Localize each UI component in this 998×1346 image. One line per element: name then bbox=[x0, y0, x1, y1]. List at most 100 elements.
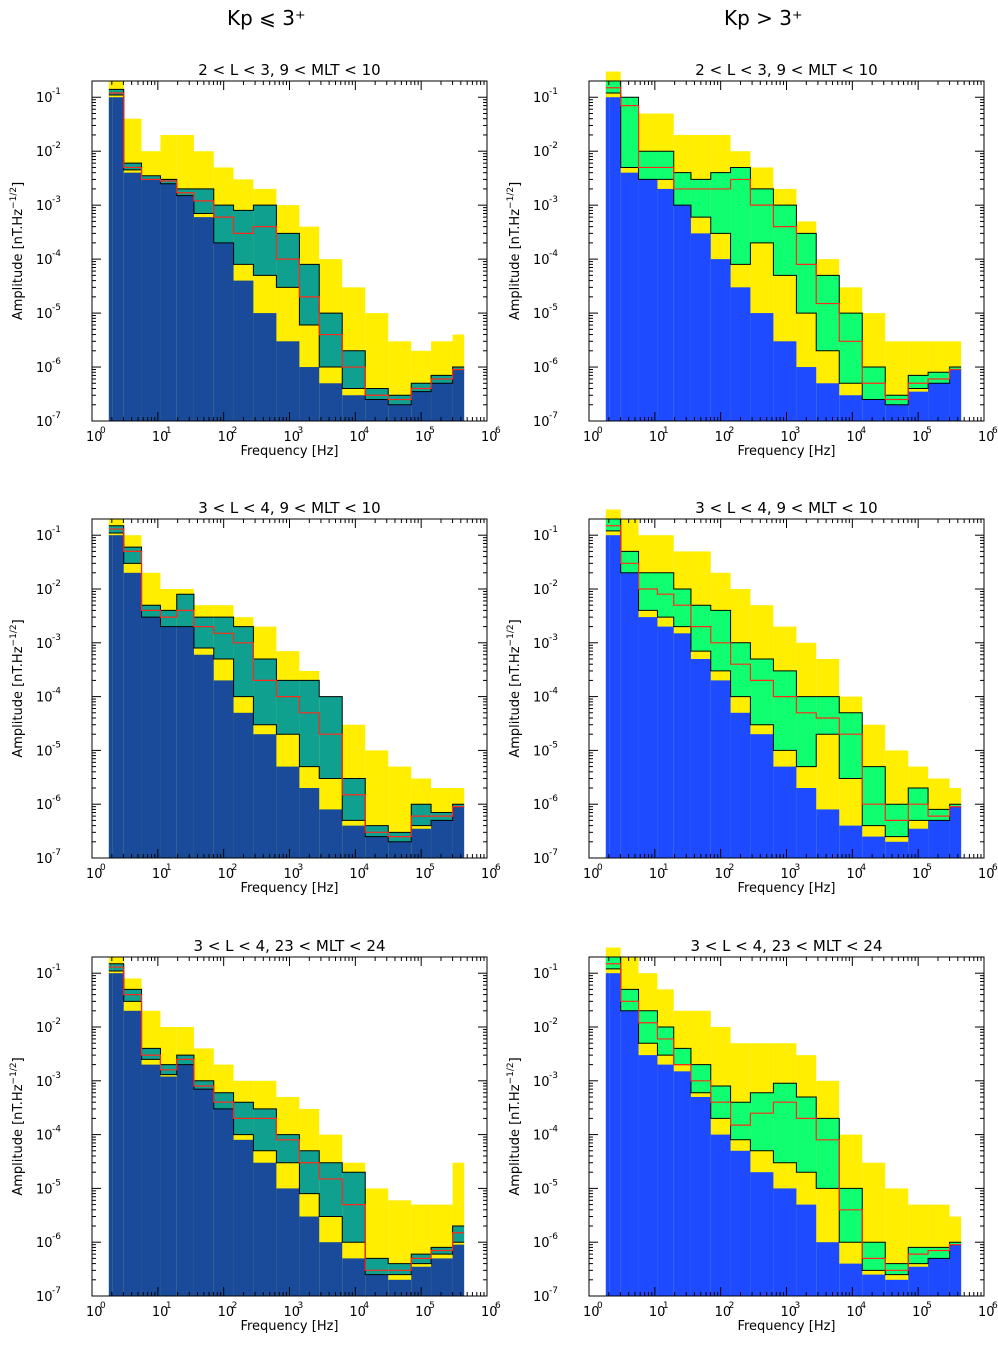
percentile-band-bar bbox=[365, 388, 389, 400]
noise-floor-bar bbox=[816, 1242, 840, 1296]
noise-floor-bar bbox=[657, 1064, 674, 1296]
noise-floor-bar bbox=[673, 633, 691, 858]
noise-floor-bar bbox=[928, 820, 950, 858]
y-tick-exponent: -1 bbox=[549, 963, 558, 973]
y-tick-label: 10 bbox=[36, 798, 53, 813]
y-tick-label: 10 bbox=[533, 307, 550, 322]
noise-floor-bar bbox=[123, 1010, 142, 1296]
x-axis-label: Frequency [Hz] bbox=[240, 444, 338, 459]
noise-floor-bar bbox=[730, 712, 751, 858]
percentile-band-bar bbox=[928, 372, 950, 384]
noise-floor-bar bbox=[773, 1188, 797, 1296]
x-tick-label: 10 bbox=[649, 867, 666, 882]
x-tick-exponent: 4 bbox=[363, 1301, 369, 1311]
noise-floor-bar bbox=[276, 341, 300, 421]
x-tick-exponent: 4 bbox=[860, 1301, 866, 1311]
noise-floor-bar bbox=[108, 97, 113, 421]
percentile-band-bar bbox=[253, 205, 277, 276]
x-tick-exponent: 6 bbox=[992, 1301, 998, 1311]
noise-floor-bar bbox=[431, 820, 453, 858]
noise-floor-bar bbox=[160, 626, 177, 858]
noise-floor-bar bbox=[276, 1188, 300, 1296]
percentile-band-bar bbox=[620, 551, 639, 573]
x-tick-label: 10 bbox=[152, 867, 169, 882]
noise-floor-bar bbox=[673, 205, 691, 421]
x-tick-exponent: 6 bbox=[495, 863, 501, 873]
median-line bbox=[108, 92, 465, 401]
p10-line bbox=[605, 530, 962, 838]
noise-floor-bar bbox=[885, 841, 909, 858]
noise-floor-bar bbox=[342, 1258, 366, 1296]
noise-floor-bar bbox=[112, 535, 124, 858]
y-tick-label: 10 bbox=[36, 1129, 53, 1144]
y-tick-label: 10 bbox=[36, 583, 53, 598]
x-tick-label: 10 bbox=[218, 430, 235, 445]
y-tick-exponent: -2 bbox=[549, 579, 558, 589]
noise-floor-bar bbox=[839, 1263, 863, 1296]
x-tick-label: 10 bbox=[415, 867, 432, 882]
p10-line bbox=[108, 970, 465, 1276]
percentile-band-bar bbox=[411, 804, 432, 826]
x-tick-exponent: 0 bbox=[100, 426, 106, 436]
p10-line bbox=[605, 92, 962, 406]
x-tick-label: 10 bbox=[912, 1305, 929, 1320]
y-tick-exponent: -1 bbox=[52, 87, 61, 97]
y-tick-label: 10 bbox=[533, 1182, 550, 1197]
p10-line bbox=[108, 532, 465, 843]
y-tick-label: 10 bbox=[533, 1021, 550, 1036]
column-header-left: Kp ⩽ 3⁺ bbox=[227, 6, 306, 30]
x-tick-exponent: 3 bbox=[795, 1301, 801, 1311]
percentile-band-bar bbox=[620, 989, 639, 1011]
y-tick-label: 10 bbox=[36, 307, 53, 322]
noise-floor-bar bbox=[365, 836, 389, 858]
x-tick-label: 10 bbox=[218, 867, 235, 882]
x-tick-label: 10 bbox=[978, 430, 995, 445]
y-tick-label: 10 bbox=[36, 253, 53, 268]
x-tick-label: 10 bbox=[846, 867, 863, 882]
noise-floor-bar bbox=[816, 383, 840, 421]
noise-floor-bar bbox=[949, 806, 962, 858]
y-tick-label: 10 bbox=[533, 691, 550, 706]
noise-floor-bar bbox=[730, 287, 751, 421]
noise-floor-bar bbox=[108, 973, 113, 1296]
percentile-band-bar bbox=[730, 642, 751, 697]
x-tick-label: 10 bbox=[86, 1305, 103, 1320]
percentile-band-bar bbox=[657, 151, 674, 180]
y-tick-exponent: -3 bbox=[549, 633, 558, 643]
noise-floor-bar bbox=[319, 1242, 343, 1296]
noise-floor-bar bbox=[710, 1134, 731, 1296]
y-tick-exponent: -6 bbox=[549, 357, 558, 367]
x-tick-label: 10 bbox=[781, 430, 798, 445]
noise-floor-bar bbox=[609, 535, 621, 858]
noise-floor-bar bbox=[193, 654, 214, 858]
percentile-band-bar bbox=[452, 804, 465, 807]
x-tick-label: 10 bbox=[846, 430, 863, 445]
percentile-band-bar bbox=[773, 205, 797, 276]
noise-floor-bar bbox=[411, 391, 432, 421]
noise-floor-bar bbox=[276, 766, 300, 858]
percentile-band-bar bbox=[299, 264, 320, 326]
percentile-band-bar bbox=[342, 1172, 366, 1243]
noise-floor-bar bbox=[862, 836, 886, 858]
panel-title: 3 < L < 4, 23 < MLT < 24 bbox=[691, 937, 883, 955]
percentile-band-bar bbox=[816, 1118, 840, 1189]
y-tick-exponent: -4 bbox=[52, 1125, 61, 1135]
percentile-band-bar bbox=[112, 89, 124, 96]
y-tick-exponent: -2 bbox=[52, 579, 61, 589]
median-line bbox=[108, 966, 465, 1271]
column-header-right: Kp > 3⁺ bbox=[724, 6, 803, 30]
percentile-band-bar bbox=[123, 989, 142, 1002]
noise-floor-bar bbox=[411, 828, 432, 858]
noise-floor-bar bbox=[885, 1279, 909, 1296]
percentile-band-bar bbox=[816, 696, 840, 735]
x-tick-label: 10 bbox=[349, 430, 366, 445]
x-tick-exponent: 5 bbox=[429, 426, 435, 436]
y-tick-exponent: -2 bbox=[52, 1017, 61, 1027]
noise-floor-bar bbox=[319, 809, 343, 858]
y-axis-label: Amplitude [nT.Hz−1/2] bbox=[9, 619, 26, 757]
noise-floor-bar bbox=[773, 341, 797, 421]
x-tick-label: 10 bbox=[481, 1305, 498, 1320]
noise-floor-bar bbox=[299, 1216, 320, 1296]
